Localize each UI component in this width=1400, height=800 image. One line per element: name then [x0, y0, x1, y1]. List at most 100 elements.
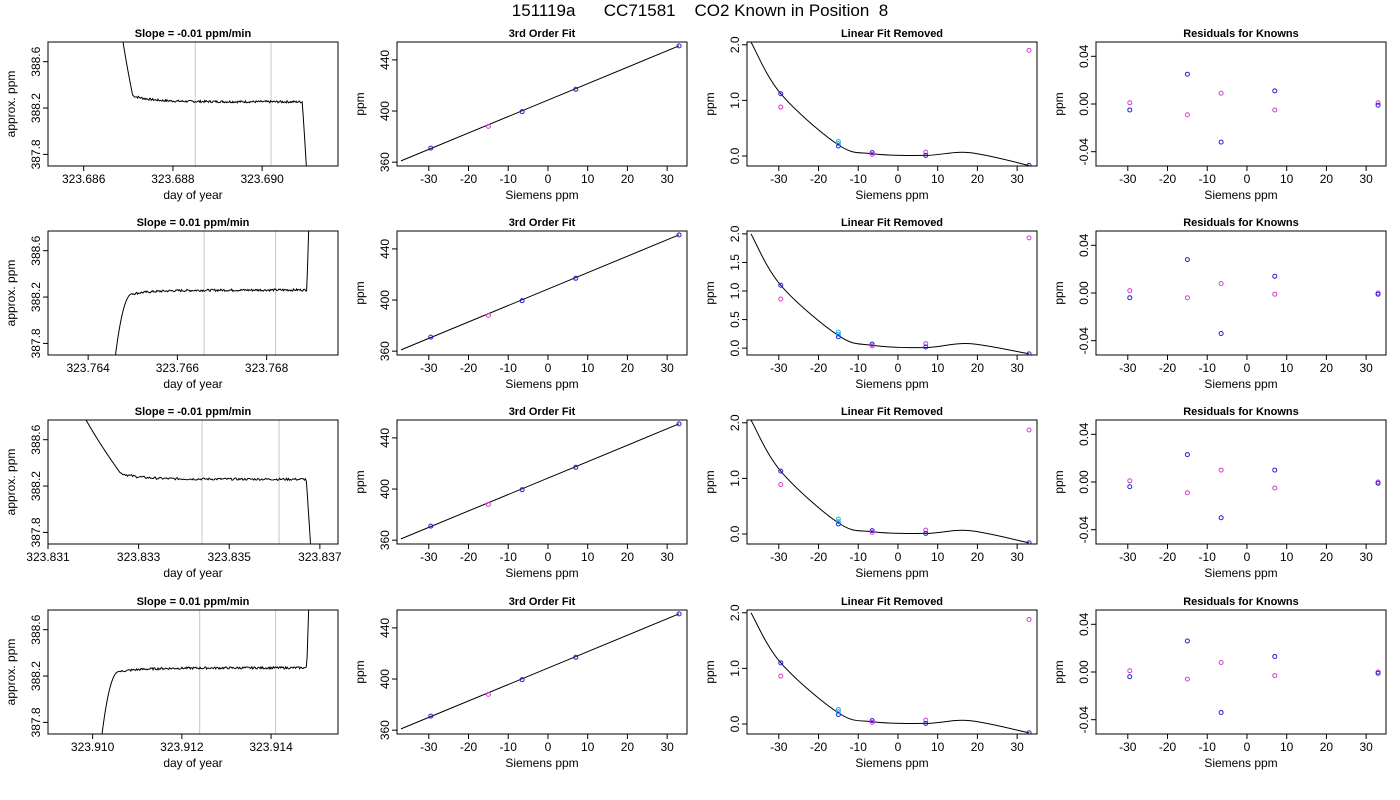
x-tick-label: 30 [1010, 550, 1024, 564]
y-tick-label: -0.04 [1077, 706, 1091, 734]
x-axis-label: day of year [163, 377, 222, 391]
x-tick-label: 323.690 [240, 172, 284, 186]
data-point [1218, 467, 1224, 473]
y-axis-label: approx. ppm [4, 449, 18, 516]
x-tick-label: 0 [895, 740, 902, 754]
x-tick-label: -30 [770, 361, 788, 375]
panel-1-2: 3rd Order Fit -30 -20 -10 0 10 20 30 360 400 440 Si… [353, 28, 688, 202]
fit-curve [750, 420, 1030, 544]
y-tick-label: 400 [378, 479, 392, 499]
plot-area [750, 612, 1032, 734]
x-tick-label: 10 [581, 550, 595, 564]
plot-area [400, 421, 682, 540]
x-tick-label: -30 [420, 550, 438, 564]
data-point [1184, 676, 1190, 682]
data-point [869, 528, 875, 534]
panel-title: 3rd Order Fit [509, 28, 576, 40]
data-point [778, 673, 784, 679]
data-point [1127, 107, 1133, 113]
y-axis-label: approx. ppm [4, 71, 18, 138]
x-tick-label: 30 [1359, 740, 1373, 754]
x-axis-label: Siemens ppm [1204, 756, 1277, 770]
x-tick-label: 323.833 [117, 550, 161, 564]
plot-area [1127, 638, 1381, 716]
x-tick-label: 0 [1244, 172, 1251, 186]
plot-frame [47, 609, 339, 735]
data-point [1218, 515, 1224, 521]
x-tick-label: -30 [770, 550, 788, 564]
x-tick-label: -20 [460, 172, 478, 186]
data-point [1218, 331, 1224, 337]
fit-line [400, 45, 680, 162]
x-tick-label: 20 [1320, 172, 1334, 186]
y-tick-label: 2.0 [728, 36, 742, 53]
x-tick-label: -10 [850, 740, 868, 754]
panel-title: 3rd Order Fit [509, 406, 576, 418]
data-point [428, 713, 434, 719]
x-tick-label: 10 [931, 550, 945, 564]
plot-frame [746, 609, 1038, 735]
data-point [519, 298, 525, 304]
data-point [1026, 47, 1032, 53]
fit-line [400, 423, 680, 540]
x-axis-label: Siemens ppm [505, 566, 578, 580]
x-tick-label: 30 [1359, 550, 1373, 564]
plot-frame [1095, 41, 1387, 167]
x-tick-label: -20 [460, 740, 478, 754]
y-axis-label: ppm [703, 281, 717, 304]
data-point [573, 86, 579, 92]
data-point [1184, 112, 1190, 118]
panel-title: Slope = -0.01 ppm/min [135, 28, 252, 40]
data-point [1218, 659, 1224, 665]
x-tick-label: 323.914 [249, 740, 293, 754]
panel-title: Residuals for Knowns [1183, 406, 1299, 418]
x-tick-label: -10 [850, 172, 868, 186]
data-point [778, 104, 784, 110]
x-tick-label: -10 [1199, 172, 1217, 186]
panel-4-3: Linear Fit Removed -30 -20 -10 0 10 20 30 0.0 1.0… [703, 596, 1038, 770]
y-tick-label: 388.2 [29, 661, 43, 691]
y-axis-label: ppm [353, 660, 367, 683]
y-tick-label: 400 [378, 101, 392, 121]
y-tick-label: 0.00 [1077, 281, 1091, 305]
y-tick-label: 0.04 [1077, 233, 1091, 257]
x-tick-label: -10 [1199, 361, 1217, 375]
x-tick-label: -30 [770, 172, 788, 186]
x-tick-label: 20 [971, 172, 985, 186]
x-tick-label: 0 [545, 740, 552, 754]
x-tick-label: -20 [810, 550, 828, 564]
data-point [835, 331, 841, 337]
data-point [519, 677, 525, 683]
data-point [1375, 670, 1381, 676]
x-tick-label: 30 [1010, 361, 1024, 375]
data-point [1184, 71, 1190, 77]
x-tick-label: 0 [895, 361, 902, 375]
panel-title: Slope = 0.01 ppm/min [137, 217, 250, 229]
data-point [1026, 351, 1032, 355]
data-point [1375, 480, 1381, 486]
data-point [778, 660, 784, 666]
x-axis-label: Siemens ppm [855, 756, 928, 770]
data-point [835, 329, 841, 335]
data-point [778, 468, 784, 474]
data-point [835, 143, 841, 149]
data-point [923, 530, 929, 536]
plot-frame [1095, 419, 1387, 545]
x-tick-label: -10 [850, 550, 868, 564]
x-tick-label: 10 [931, 361, 945, 375]
data-point [1184, 638, 1190, 644]
y-tick-label: 1.5 [728, 254, 742, 271]
plot-area [1127, 257, 1381, 337]
y-axis-label: ppm [1052, 281, 1066, 304]
x-tick-label: -20 [460, 550, 478, 564]
data-point [1127, 484, 1133, 490]
panel-2-2: 3rd Order Fit -30 -20 -10 0 10 20 30 360 400 440 Si… [353, 217, 688, 391]
fit-line [400, 613, 680, 730]
data-point [1026, 427, 1032, 433]
x-tick-label: 0 [1244, 550, 1251, 564]
data-point [1026, 616, 1032, 622]
x-tick-label: 10 [1280, 550, 1294, 564]
x-tick-label: 20 [1320, 740, 1334, 754]
y-tick-label: 388.6 [29, 235, 43, 265]
